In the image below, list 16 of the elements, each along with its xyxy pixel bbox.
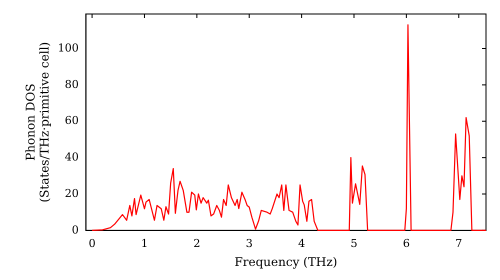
y-tick-label: 100 <box>58 41 79 54</box>
x-tick-label: 5 <box>350 236 358 250</box>
x-tick-label: 3 <box>246 236 253 250</box>
y-tick-label: 20 <box>64 186 79 200</box>
x-tick-label: 0 <box>88 236 96 250</box>
x-tick-label: 2 <box>193 236 200 250</box>
y-axis-title: Phonon DOS (States/THz·primitive cell) <box>23 42 52 203</box>
x-tick-label: 7 <box>455 236 462 250</box>
x-tick-label: 4 <box>298 236 306 250</box>
y-tick-label: 80 <box>64 78 79 91</box>
y-tick-label: 0 <box>72 223 79 236</box>
y-tick-label: 40 <box>64 150 79 164</box>
x-tick-label: 1 <box>140 236 148 250</box>
x-tick-label: 6 <box>402 236 410 250</box>
x-axis-title: Frequency (THz) <box>234 254 338 269</box>
y-tick-label: 60 <box>64 114 79 128</box>
